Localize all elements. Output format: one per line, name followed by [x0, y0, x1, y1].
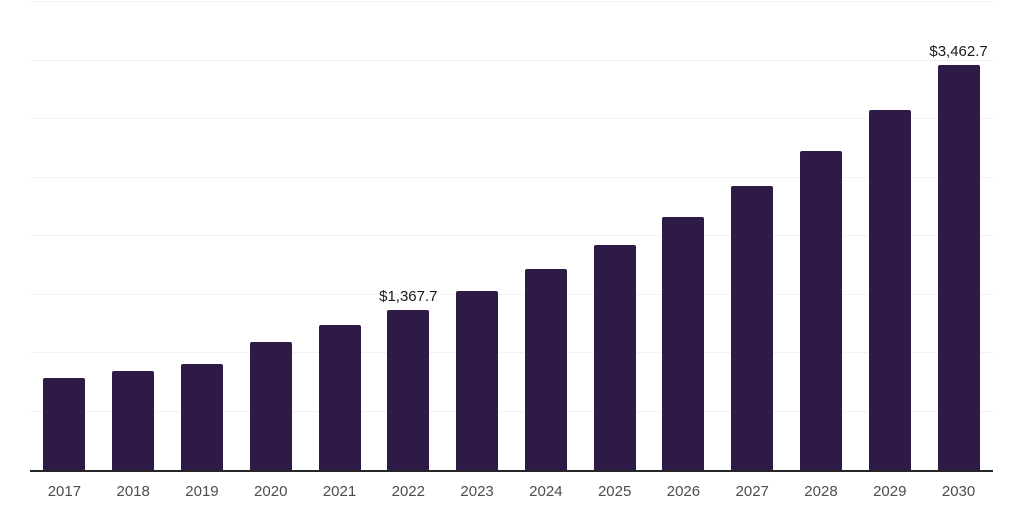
- bar-value-label-2030: $3,462.7: [929, 42, 988, 60]
- bar-2017: [43, 377, 86, 470]
- bar-slot: [718, 2, 787, 470]
- bar-slot: [649, 2, 718, 470]
- bar-2020: [249, 342, 292, 470]
- bar-slot: [855, 2, 924, 470]
- bar-slot: [580, 2, 649, 470]
- bar-slot: $1,367.7: [374, 2, 443, 470]
- gridline: [30, 235, 993, 236]
- x-axis-line: [30, 470, 993, 472]
- bar-2029: [868, 109, 911, 470]
- bar-slot: $3,462.7: [924, 2, 993, 470]
- bar-2021: [318, 324, 361, 470]
- bar-slot: [30, 2, 99, 470]
- x-axis-tick-labels: 2017 2018 2019 2020 2021 2022 2023 2024 2025 2026…: [30, 472, 993, 499]
- bar-2030: [937, 64, 980, 470]
- x-tick-label-2022: 2022: [391, 483, 425, 500]
- x-tick-label-2019: 2019: [185, 483, 219, 500]
- x-tick-label-2024: 2024: [529, 483, 563, 500]
- gridline: [30, 352, 993, 353]
- bar-2018: [112, 370, 155, 470]
- x-tick-label-2025: 2025: [597, 483, 632, 500]
- bar-slot: [305, 2, 374, 470]
- gridline: [30, 118, 993, 119]
- gridline: [30, 410, 993, 412]
- bar-2025: [593, 245, 636, 470]
- bar-2027: [731, 186, 774, 470]
- bar-2022: [387, 309, 430, 470]
- bar-slot: [443, 2, 512, 470]
- x-tick-label-2023: 2023: [460, 483, 494, 500]
- bar-slot: [236, 2, 305, 470]
- plot-area: $1,367.7 $3,462.7: [30, 1, 993, 472]
- gridline: [30, 59, 993, 61]
- gridline: [30, 293, 993, 295]
- bar-slot: [787, 2, 856, 470]
- x-tick-label-2030: 2030: [941, 483, 976, 500]
- x-tick-label-2018: 2018: [116, 483, 150, 500]
- gridline: [30, 1, 993, 2]
- x-tick-label-2020: 2020: [254, 483, 288, 500]
- x-tick-label-2028: 2028: [804, 483, 838, 500]
- bar-slot: [168, 2, 237, 470]
- bar-2019: [180, 363, 223, 470]
- x-tick-label-2021: 2021: [322, 483, 357, 500]
- x-tick-label-2026: 2026: [666, 483, 701, 500]
- bar-2023: [456, 291, 499, 470]
- bar-2026: [662, 217, 705, 470]
- bar-slot: [99, 2, 168, 470]
- x-tick-label-2029: 2029: [873, 483, 907, 500]
- bar-slot: [511, 2, 580, 470]
- bar-2028: [799, 150, 842, 470]
- bar-series: $1,367.7 $3,462.7: [30, 2, 993, 470]
- gridline: [30, 176, 993, 178]
- x-tick-label-2027: 2027: [735, 483, 769, 500]
- bar-value-label-2022: $1,367.7: [379, 287, 438, 305]
- x-tick-label-2017: 2017: [47, 483, 82, 500]
- bar-2024: [524, 268, 567, 470]
